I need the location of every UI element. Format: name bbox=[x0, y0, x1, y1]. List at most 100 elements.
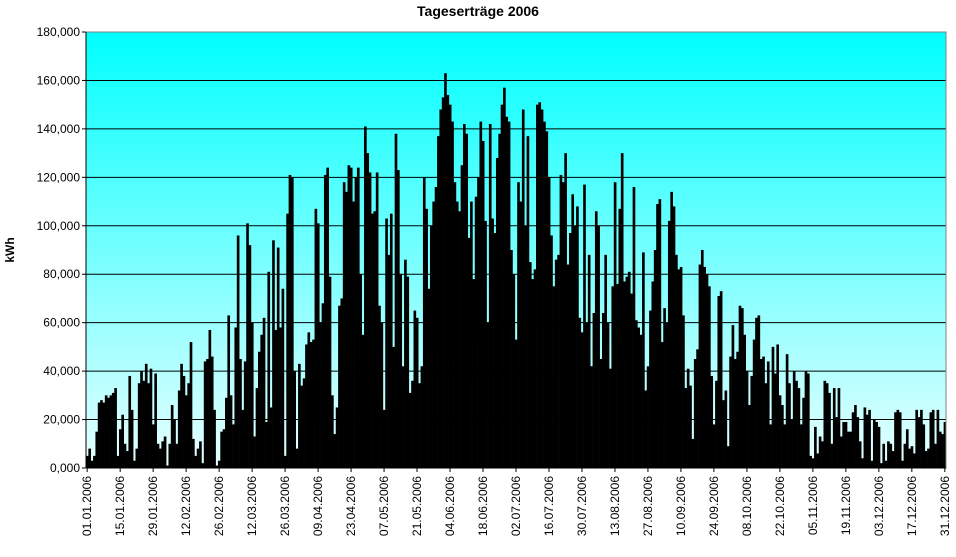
bar bbox=[389, 213, 393, 468]
bar bbox=[300, 385, 304, 468]
bar bbox=[750, 375, 754, 468]
bar bbox=[884, 460, 888, 468]
bar bbox=[208, 329, 212, 468]
bar bbox=[667, 220, 671, 468]
bar bbox=[597, 225, 600, 468]
bar bbox=[703, 266, 706, 468]
bar bbox=[265, 421, 268, 468]
bar bbox=[448, 104, 452, 469]
bar bbox=[467, 237, 471, 468]
bar bbox=[161, 441, 165, 468]
y-tick-label: 120,000 bbox=[37, 170, 81, 184]
bar bbox=[646, 366, 650, 468]
bar bbox=[175, 443, 179, 468]
bar bbox=[192, 438, 195, 468]
bar bbox=[856, 417, 860, 468]
bar bbox=[279, 327, 282, 468]
bar bbox=[86, 455, 89, 468]
bar bbox=[168, 443, 172, 468]
bar bbox=[696, 349, 699, 468]
bar bbox=[246, 223, 249, 468]
bar bbox=[460, 165, 464, 468]
bar bbox=[684, 388, 688, 468]
bar bbox=[587, 254, 591, 468]
bar bbox=[842, 421, 845, 468]
bar bbox=[151, 424, 155, 468]
bar bbox=[837, 388, 841, 468]
bar bbox=[184, 395, 188, 468]
bar bbox=[392, 346, 395, 468]
bar bbox=[741, 308, 744, 468]
bar bbox=[107, 397, 110, 468]
bar bbox=[677, 269, 681, 468]
bar bbox=[679, 266, 683, 468]
bar bbox=[658, 199, 662, 468]
bar bbox=[163, 436, 167, 468]
bar bbox=[724, 390, 728, 468]
bar bbox=[116, 455, 120, 468]
bar bbox=[814, 426, 817, 468]
bar bbox=[755, 317, 758, 468]
bar bbox=[418, 383, 421, 468]
bar bbox=[397, 170, 400, 469]
bar bbox=[670, 191, 673, 468]
bar bbox=[642, 252, 645, 468]
bar bbox=[479, 121, 483, 468]
bar bbox=[547, 177, 551, 469]
bar bbox=[130, 409, 134, 468]
bar bbox=[128, 375, 132, 468]
bar bbox=[585, 322, 589, 468]
bar bbox=[375, 172, 379, 468]
bar bbox=[196, 448, 200, 468]
bar bbox=[347, 165, 351, 468]
bar bbox=[272, 240, 275, 468]
bar bbox=[698, 264, 702, 468]
bar bbox=[281, 288, 285, 468]
bar bbox=[189, 342, 193, 468]
bar bbox=[576, 206, 579, 468]
bar bbox=[474, 196, 478, 468]
bar bbox=[910, 446, 914, 468]
bar bbox=[354, 177, 358, 469]
bar bbox=[427, 288, 431, 468]
bar bbox=[818, 436, 822, 468]
bar bbox=[566, 264, 570, 468]
bar bbox=[140, 371, 143, 468]
bar bbox=[498, 133, 501, 468]
bar bbox=[602, 312, 605, 468]
bar bbox=[849, 431, 853, 468]
bar bbox=[147, 383, 150, 468]
bar bbox=[611, 286, 615, 468]
bar bbox=[712, 424, 716, 468]
bar bbox=[571, 194, 575, 469]
bar bbox=[283, 455, 287, 468]
bar bbox=[719, 291, 723, 468]
bar bbox=[632, 187, 636, 468]
bar bbox=[493, 233, 497, 468]
bar bbox=[865, 414, 869, 468]
bar bbox=[250, 322, 254, 468]
bar bbox=[868, 409, 871, 468]
bar bbox=[302, 378, 306, 468]
bar bbox=[729, 356, 732, 468]
x-tick-label: 13.08.2006 bbox=[608, 476, 622, 536]
bar bbox=[201, 463, 205, 468]
bar bbox=[722, 400, 725, 468]
bar bbox=[943, 421, 947, 468]
bar bbox=[111, 392, 115, 468]
bar bbox=[371, 213, 374, 468]
y-axis-label: kWh bbox=[3, 237, 17, 262]
bar bbox=[771, 346, 775, 468]
bar bbox=[154, 373, 157, 468]
bar bbox=[736, 351, 739, 468]
bar bbox=[512, 274, 516, 468]
bar bbox=[531, 279, 534, 468]
bar bbox=[738, 305, 742, 468]
bar bbox=[524, 225, 527, 468]
bar bbox=[177, 390, 181, 468]
x-tick-label: 04.06.2006 bbox=[443, 476, 457, 536]
bar bbox=[326, 167, 329, 468]
x-tick-label: 02.07.2006 bbox=[509, 476, 523, 536]
bar bbox=[434, 187, 438, 468]
bar bbox=[248, 245, 252, 468]
